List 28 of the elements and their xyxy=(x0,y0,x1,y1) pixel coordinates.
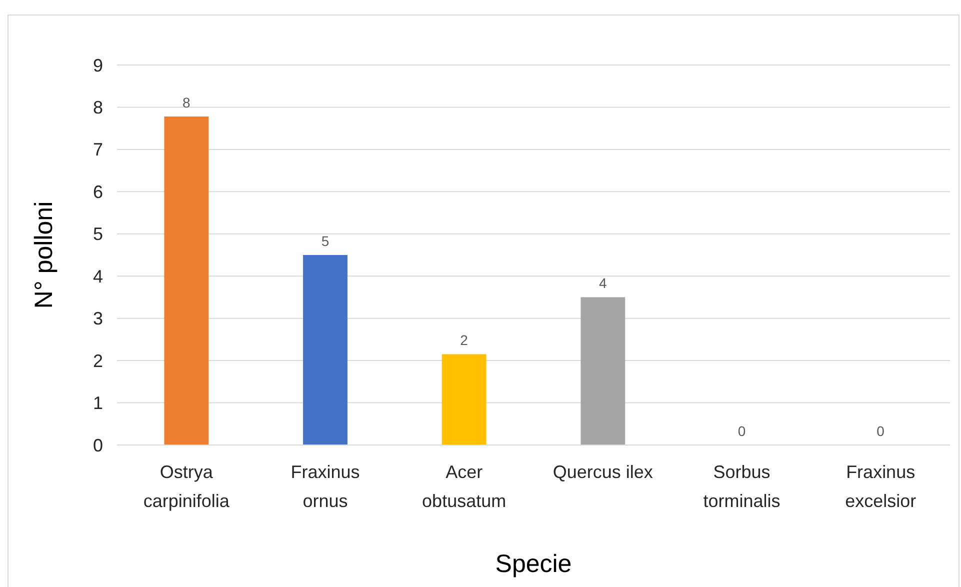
data-label: 5 xyxy=(321,233,330,249)
bar xyxy=(580,297,626,445)
y-tick-label: 9 xyxy=(92,55,103,76)
data-label: 0 xyxy=(738,423,746,439)
x-axis-title: Specie xyxy=(495,550,572,578)
y-tick-label: 6 xyxy=(92,182,103,202)
data-label: 4 xyxy=(599,275,608,292)
y-axis-title: N° polloni xyxy=(30,201,58,309)
y-tick-label: 0 xyxy=(92,435,103,456)
x-tick-label: Quercus ilex xyxy=(552,462,653,482)
bar xyxy=(442,354,486,445)
x-tick-label: Fraxinus ornus xyxy=(290,462,360,511)
bar xyxy=(164,116,209,445)
bar xyxy=(303,255,348,445)
y-tick-label: 2 xyxy=(92,350,103,371)
y-tick-label: 5 xyxy=(92,224,103,244)
x-tick-label: Ostrya carpinifolia xyxy=(143,462,230,511)
y-tick-label: 3 xyxy=(92,308,103,329)
x-tick-label: Sorbus torminalis xyxy=(703,462,780,511)
data-label: 2 xyxy=(460,332,468,348)
x-tick-label: Acer obtusatum xyxy=(422,462,506,511)
y-tick-label: 8 xyxy=(92,98,103,118)
y-tick-label: 7 xyxy=(92,140,103,160)
x-tick-label: Fraxinus excelsior xyxy=(845,462,916,511)
data-label: 8 xyxy=(182,94,191,111)
y-tick-label: 4 xyxy=(92,266,103,286)
y-tick-label: 1 xyxy=(92,393,103,414)
data-label: 0 xyxy=(876,423,885,439)
